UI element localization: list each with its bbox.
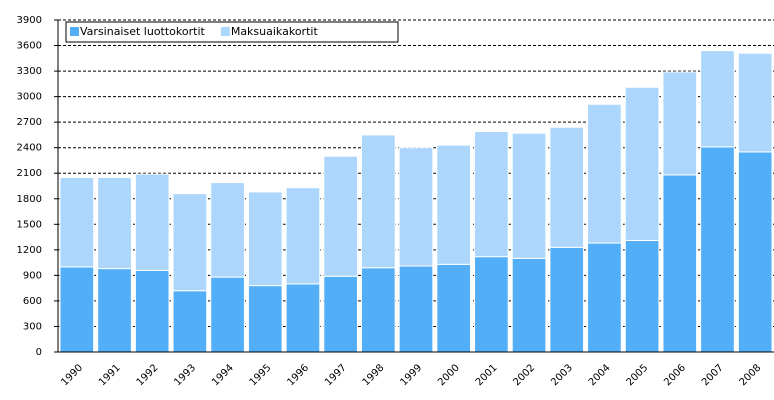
bar-segment: [737, 52, 773, 153]
x-tick-label: 2007: [700, 362, 726, 388]
bar-segment: [97, 176, 132, 270]
bar-segment: [323, 275, 358, 353]
legend-label: Maksuaikakortit: [231, 25, 319, 38]
bar-segment: [360, 267, 396, 353]
bar-segment: [398, 265, 434, 353]
bar-segment: [511, 257, 547, 353]
bar-segment: [59, 266, 95, 353]
bar-segment: [59, 176, 95, 268]
bar-segment: [285, 283, 321, 353]
x-tick-label: 2000: [436, 362, 462, 388]
bar-segment: [172, 193, 208, 292]
bar-segment: [210, 276, 245, 353]
bar-segment: [624, 86, 660, 241]
x-tick-label: 1993: [172, 362, 198, 388]
legend-box: [65, 21, 399, 43]
x-tick-label: 1999: [398, 362, 424, 388]
y-tick-label: 300: [23, 321, 42, 332]
y-tick-label: 2100: [17, 168, 42, 179]
x-tick-label: 1998: [361, 362, 387, 388]
bar-segment: [587, 242, 622, 353]
x-tick-label: 2001: [474, 362, 500, 388]
x-tick-label: 2003: [549, 362, 575, 388]
x-tick-label: 1990: [59, 362, 85, 388]
y-tick-label: 1500: [17, 219, 42, 230]
x-tick-label: 2008: [738, 362, 764, 388]
y-tick-label: 3000: [17, 92, 42, 103]
y-tick-label: 2400: [17, 143, 42, 154]
x-tick-label: 2002: [512, 362, 538, 388]
bar-segment: [360, 134, 396, 269]
x-tick-label: 1995: [248, 362, 274, 388]
x-tick-label: 1991: [97, 362, 123, 388]
legend-swatch: [70, 27, 79, 36]
x-tick-label: 1992: [135, 362, 161, 388]
x-tick-label: 1996: [285, 362, 311, 388]
bar-segment: [662, 174, 698, 353]
bar-segment: [436, 263, 472, 353]
x-tick-label: 1994: [210, 362, 236, 388]
bar-segment: [97, 268, 132, 353]
bar-segment: [549, 126, 585, 248]
y-tick-label: 1800: [17, 194, 42, 205]
y-tick-label: 600: [23, 296, 42, 307]
bar-segment: [323, 155, 358, 277]
bar-segment: [134, 173, 170, 271]
x-tick-label: 2006: [662, 362, 688, 388]
bar-segment: [662, 71, 698, 176]
bar-segment: [210, 182, 245, 278]
bar-segment: [624, 239, 660, 353]
y-tick-label: 2700: [17, 117, 42, 128]
bar-segment: [700, 146, 735, 353]
y-tick-label: 900: [23, 270, 42, 281]
bar-segment: [474, 256, 509, 353]
y-tick-label: 3600: [17, 41, 42, 52]
bar-segment: [247, 285, 283, 353]
y-tick-label: 0: [36, 347, 42, 358]
bar-segment: [511, 132, 547, 259]
bar-segment: [247, 191, 283, 287]
legend: Varsinaiset luottokortit Maksuaikakortit: [65, 21, 399, 43]
bar-segment: [172, 290, 208, 353]
legend-label: Varsinaiset luottokortit: [80, 25, 206, 38]
x-tick-label: 1997: [323, 362, 349, 388]
y-tick-label: 3900: [17, 15, 42, 26]
bar-segment: [285, 187, 321, 285]
bar-segment: [737, 151, 773, 353]
legend-swatch: [220, 27, 230, 36]
bar-segment: [587, 103, 622, 244]
bar-segment: [474, 131, 509, 258]
y-tick-label: 1200: [17, 245, 42, 256]
bar-segment: [700, 50, 735, 148]
bar-segment: [134, 269, 170, 353]
y-tick-label: 3300: [17, 66, 42, 77]
bar-segment: [398, 147, 434, 267]
bar-segment: [436, 144, 472, 265]
x-tick-label: 2005: [625, 362, 651, 388]
x-tick-label: 2004: [587, 362, 613, 388]
bar-segment: [549, 246, 585, 353]
